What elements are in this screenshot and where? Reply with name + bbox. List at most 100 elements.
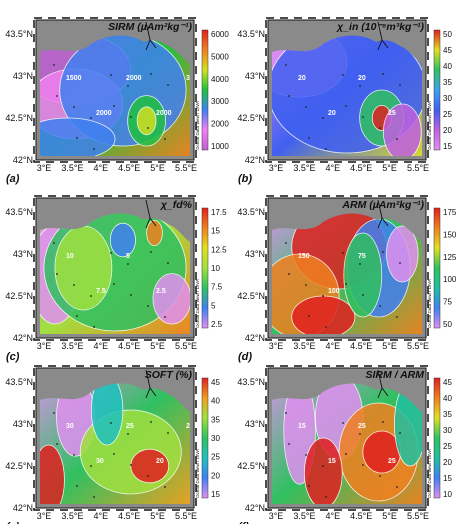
colorbar-tick-label: 100 — [443, 275, 457, 284]
sample-point — [342, 252, 344, 254]
lon-tick-label: 3°E — [37, 341, 52, 351]
sample-point — [345, 283, 347, 285]
sample-point — [130, 464, 132, 466]
colorbar-tick-label: 25 — [211, 453, 220, 462]
colorbar-tick-label: 5000 — [211, 52, 229, 61]
panel-letter: (a) — [6, 173, 20, 185]
panel-title: SIRM / ARM — [365, 369, 424, 381]
sample-point — [127, 85, 129, 87]
contour-label: 5 — [126, 253, 130, 260]
lat-tick-label: 42°N — [245, 155, 265, 165]
contour-label: 30 — [96, 458, 104, 465]
sample-point — [150, 421, 152, 423]
sample-point — [73, 454, 75, 456]
panel-letter: (f) — [238, 521, 249, 524]
sample-point — [362, 464, 364, 466]
contour-region — [90, 383, 124, 446]
sample-point — [93, 326, 95, 328]
contour-region — [343, 232, 383, 318]
lon-tick-label: 4.5°E — [118, 163, 140, 173]
sample-point — [53, 242, 55, 244]
contour-label: 20 — [328, 110, 336, 117]
map-frame — [35, 367, 195, 509]
colorbar-tick-label: 40 — [211, 397, 220, 406]
contour-label: 30 — [66, 423, 74, 430]
sample-point — [396, 138, 398, 140]
colorbar-tick-label: 30 — [443, 426, 452, 435]
sample-point — [288, 95, 290, 97]
contour-label: 7.5 — [96, 288, 106, 295]
map-panel-2: 20 20 20 25 χ_in (10⁻⁸m³kg⁻¹) 43.5°N 43°N 42.5°… — [237, 17, 452, 185]
colorbar-tick-label: 12.5 — [211, 245, 227, 254]
lat-tick-label: 43°N — [245, 249, 265, 259]
lat-tick-label: 43.5°N — [237, 29, 265, 39]
colorbar-tick-label: 30 — [443, 94, 452, 103]
panel-title: χ_in (10⁻⁸m³kg⁻¹) — [336, 21, 424, 33]
lat-tick-label: 42.5°N — [237, 113, 265, 123]
sample-point — [308, 485, 310, 487]
colorbar-tick-label: 10 — [211, 264, 220, 273]
lat-tick-label: 42.5°N — [5, 461, 33, 471]
colorbar-tick-label: 35 — [443, 78, 452, 87]
lon-tick-label: 4°E — [93, 341, 108, 351]
colorbar-tick-label: 25 — [443, 442, 452, 451]
river-mark — [145, 369, 157, 399]
lon-tick-label: 4.5°E — [350, 163, 372, 173]
lon-tick-label: 5°E — [382, 511, 397, 521]
colorbar — [201, 207, 209, 329]
sample-point — [362, 116, 364, 118]
sample-point — [90, 117, 92, 119]
sea-field: 20 20 20 25 — [272, 35, 422, 156]
lat-tick-label: 43°N — [13, 419, 33, 429]
lat-tick-label: 43°N — [245, 419, 265, 429]
lon-tick-label: 3°E — [37, 511, 52, 521]
sample-point — [93, 148, 95, 150]
map-panel-5: 30 30 25 20 25 SOFT (%) 43.5°N 43°N 42.5°N 42°N 3°… — [5, 365, 220, 524]
contour-region — [382, 103, 422, 156]
contour-label: 2.5 — [156, 288, 166, 295]
sample-point — [325, 148, 327, 150]
panel-letter: (e) — [6, 521, 20, 524]
colorbar-tick-label: 45 — [443, 378, 452, 387]
river-mark — [145, 21, 157, 51]
contour-label: 1500 — [66, 75, 82, 82]
map-frame — [267, 367, 427, 509]
sample-point — [73, 106, 75, 108]
panel-title: SIRM (µAm²kg⁻¹) — [108, 21, 192, 33]
lon-tick-label: 3.5°E — [61, 341, 83, 351]
sample-point — [399, 84, 401, 86]
sample-point — [147, 475, 149, 477]
lon-tick-label: 5.5°E — [175, 511, 197, 521]
lon-tick-label: 3.5°E — [61, 511, 83, 521]
colorbar-tick-label: 15 — [211, 227, 220, 236]
sample-point — [359, 263, 361, 265]
sample-point — [308, 137, 310, 139]
panel-letter: (d) — [238, 351, 252, 363]
lon-tick-label: 4°E — [325, 511, 340, 521]
sample-point — [76, 485, 78, 487]
sea-field: 150 100 75 — [272, 213, 422, 334]
map-panel-6: 15 15 25 25 SIRM / ARM 43.5°N 43°N 42.5°N 42°N 3°… — [237, 365, 452, 524]
sample-point — [130, 294, 132, 296]
contour-label: 25 — [186, 423, 194, 430]
lat-tick-label: 43.5°N — [237, 377, 265, 387]
sample-point — [167, 84, 169, 86]
colorbar-tick-label: 35 — [443, 410, 452, 419]
lat-tick-label: 42°N — [245, 503, 265, 513]
contour-label: 3000 — [186, 75, 202, 82]
colorbar-tick-label: 20 — [443, 458, 452, 467]
sample-point — [127, 263, 129, 265]
panel-letter: (b) — [238, 173, 252, 185]
sea-field: 10 7.5 5 2.5 — [40, 213, 190, 334]
lon-tick-label: 5°E — [150, 511, 165, 521]
sample-point — [164, 138, 166, 140]
colorbar-tick-label: 5 — [211, 301, 216, 310]
river-mark — [377, 21, 389, 51]
colorbar-tick-label: 2000 — [211, 120, 229, 129]
lon-tick-label: 4°E — [325, 341, 340, 351]
lon-tick-label: 4°E — [325, 163, 340, 173]
lat-tick-label: 43°N — [13, 249, 33, 259]
panel-title: ARM (µAm²kg⁻¹) — [341, 199, 424, 211]
panel-title: SOFT (%) — [145, 369, 193, 381]
contour-region — [130, 448, 170, 484]
